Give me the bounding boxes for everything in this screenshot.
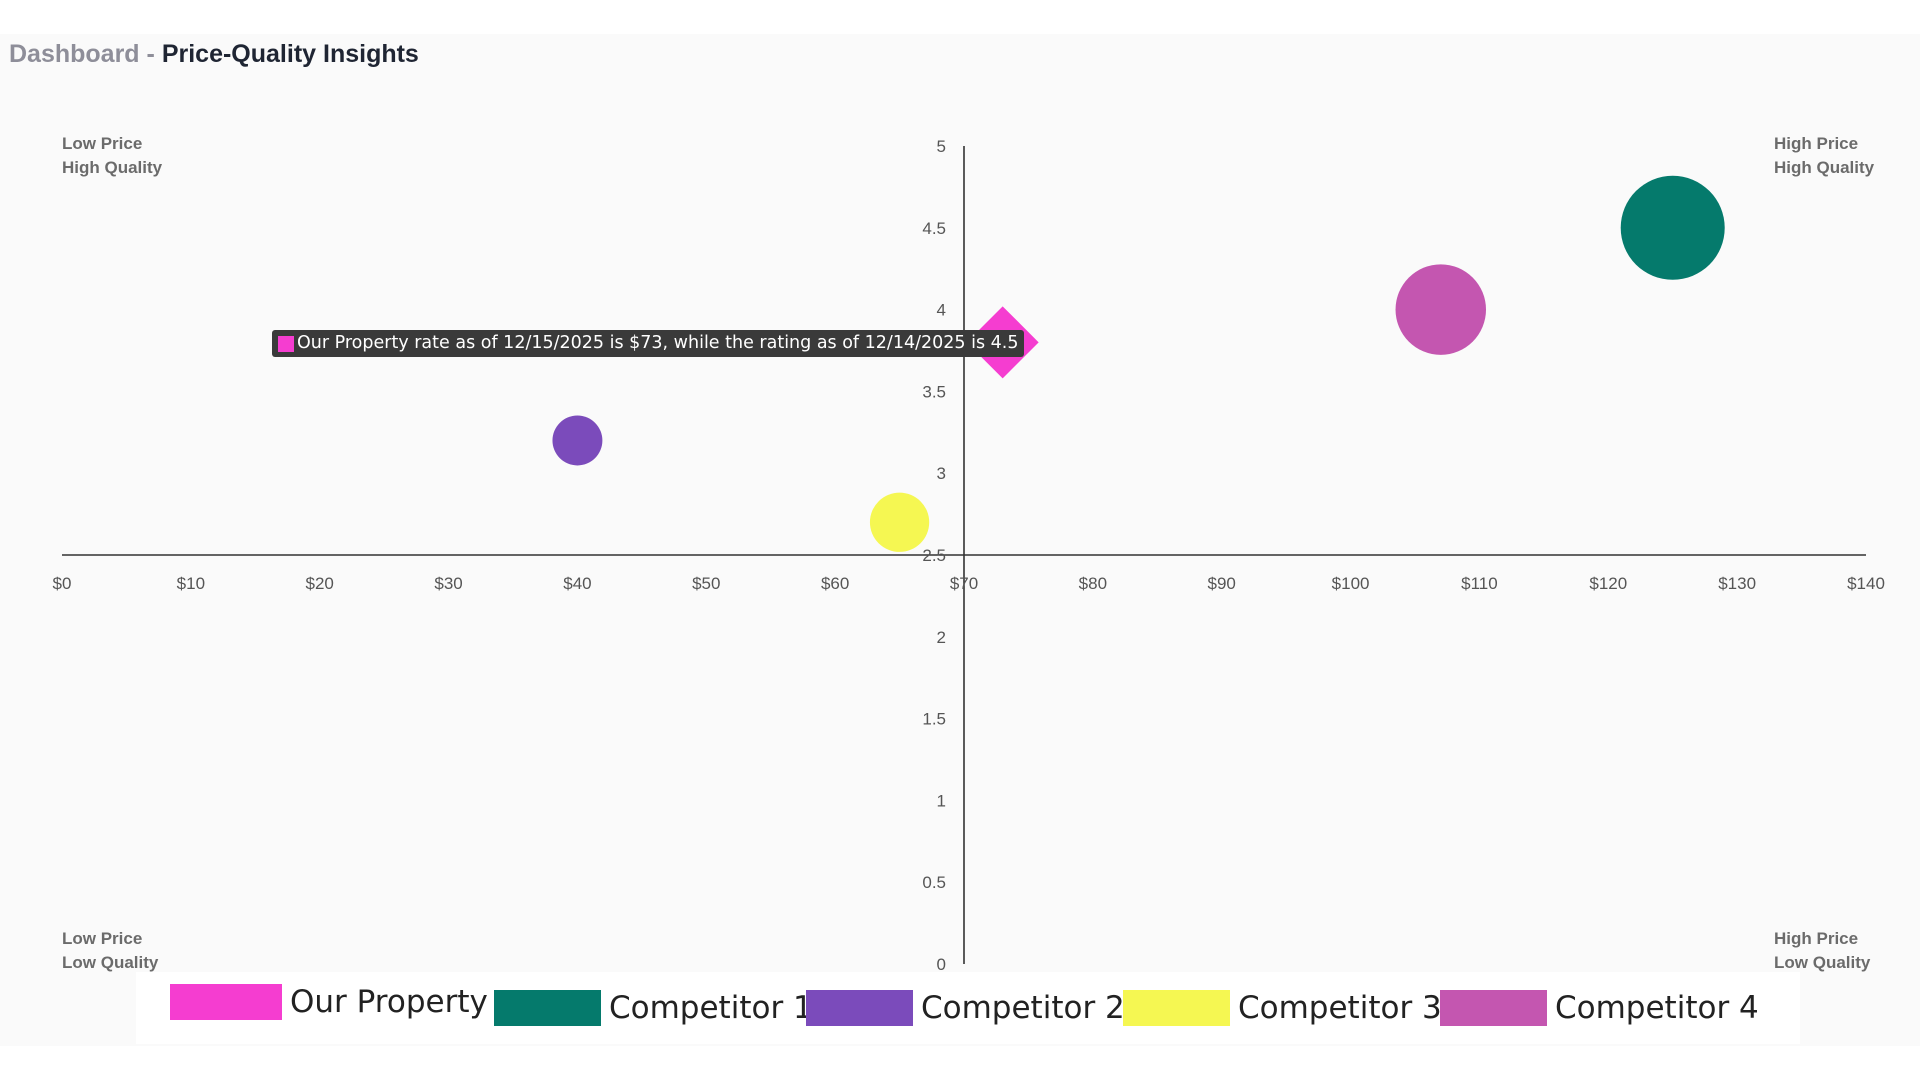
legend-swatch	[806, 990, 913, 1026]
y-tick-label: 2	[937, 628, 946, 647]
breadcrumb-separator: -	[146, 40, 155, 68]
y-tick-label: 2.5	[922, 546, 946, 565]
chart-panel	[0, 34, 1920, 1046]
x-tick-label: $110	[1461, 574, 1498, 593]
legend-swatch	[1440, 990, 1547, 1026]
legend-label: Our Property	[290, 984, 488, 1020]
legend-swatch	[1123, 990, 1230, 1026]
chart-legend: Our Property Competitor 1 Competitor 2 Comp…	[136, 972, 1800, 1044]
x-tick-label: $70	[950, 574, 978, 593]
y-tick-label: 5	[937, 137, 946, 156]
legend-item[interactable]: Competitor 3	[1123, 972, 1442, 1044]
legend-label: Competitor 1	[609, 990, 813, 1026]
x-tick-label: $90	[1208, 574, 1236, 593]
chart-tooltip: Our Property rate as of 12/15/2025 is $7…	[272, 330, 1025, 357]
legend-label: Competitor 3	[1238, 990, 1442, 1026]
page-heading: Price-Quality Insights	[161, 40, 419, 68]
x-tick-label: $140	[1847, 574, 1885, 593]
y-tick-label: 1	[937, 791, 946, 810]
legend-label: Competitor 2	[921, 990, 1125, 1026]
point-competitor-2	[552, 415, 603, 466]
x-tick-label: $10	[177, 574, 205, 593]
quadrant-label-line: Low Price	[62, 134, 143, 153]
page-title: Dashboard - Price-Quality Insights	[9, 38, 419, 70]
legend-item[interactable]: Competitor 4	[1440, 972, 1759, 1044]
quadrant-label-line: High Quality	[62, 158, 163, 177]
x-tick-label: $0	[53, 574, 72, 593]
x-tick-label: $130	[1718, 574, 1756, 593]
y-tick-label: 0.5	[922, 873, 946, 892]
tooltip-color-swatch	[278, 335, 294, 352]
legend-item[interactable]: Our Property	[170, 966, 488, 1038]
x-tick-label: $30	[434, 574, 462, 593]
y-tick-label: 0	[937, 955, 946, 974]
x-tick-label: $100	[1332, 574, 1370, 593]
x-tick-label: $20	[306, 574, 334, 593]
quadrant-label-line: Low Quality	[62, 953, 159, 972]
breadcrumb-dashboard[interactable]: Dashboard	[9, 40, 140, 68]
legend-label: Competitor 4	[1555, 990, 1759, 1026]
x-tick-label: $80	[1079, 574, 1107, 593]
x-tick-label: $50	[692, 574, 720, 593]
quadrant-label-bottom-right: High Price Low Quality	[1774, 927, 1870, 975]
tooltip-text: Our Property rate as of 12/15/2025 is $7…	[297, 333, 1019, 353]
y-tick-label: 3.5	[922, 382, 946, 401]
point-competitor-1	[1620, 175, 1725, 280]
quadrant-label-line: Low Quality	[1774, 953, 1871, 972]
legend-swatch	[170, 984, 282, 1020]
point-competitor-3	[869, 492, 930, 552]
y-tick-label: 3	[937, 464, 946, 483]
y-tick-label: 1.5	[922, 710, 946, 729]
legend-swatch	[494, 990, 601, 1026]
x-tick-label: $120	[1589, 574, 1627, 593]
quadrant-label-bottom-left: Low Price Low Quality	[62, 927, 158, 975]
legend-item[interactable]: Competitor 1	[494, 972, 813, 1044]
quadrant-label-top-right: High Price High Quality	[1774, 132, 1874, 180]
point-competitor-4	[1395, 264, 1487, 355]
quadrant-label-line: High Price	[1774, 134, 1859, 153]
quadrant-label-line: Low Price	[62, 929, 143, 948]
legend-item[interactable]: Competitor 2	[806, 972, 1125, 1044]
y-tick-label: 4.5	[922, 219, 946, 238]
quadrant-label-top-left: Low Price High Quality	[62, 132, 162, 180]
x-tick-label: $40	[563, 574, 591, 593]
quadrant-label-line: High Price	[1774, 929, 1859, 948]
y-tick-label: 4	[937, 301, 946, 320]
quadrant-label-line: High Quality	[1774, 158, 1875, 177]
x-tick-label: $60	[821, 574, 849, 593]
